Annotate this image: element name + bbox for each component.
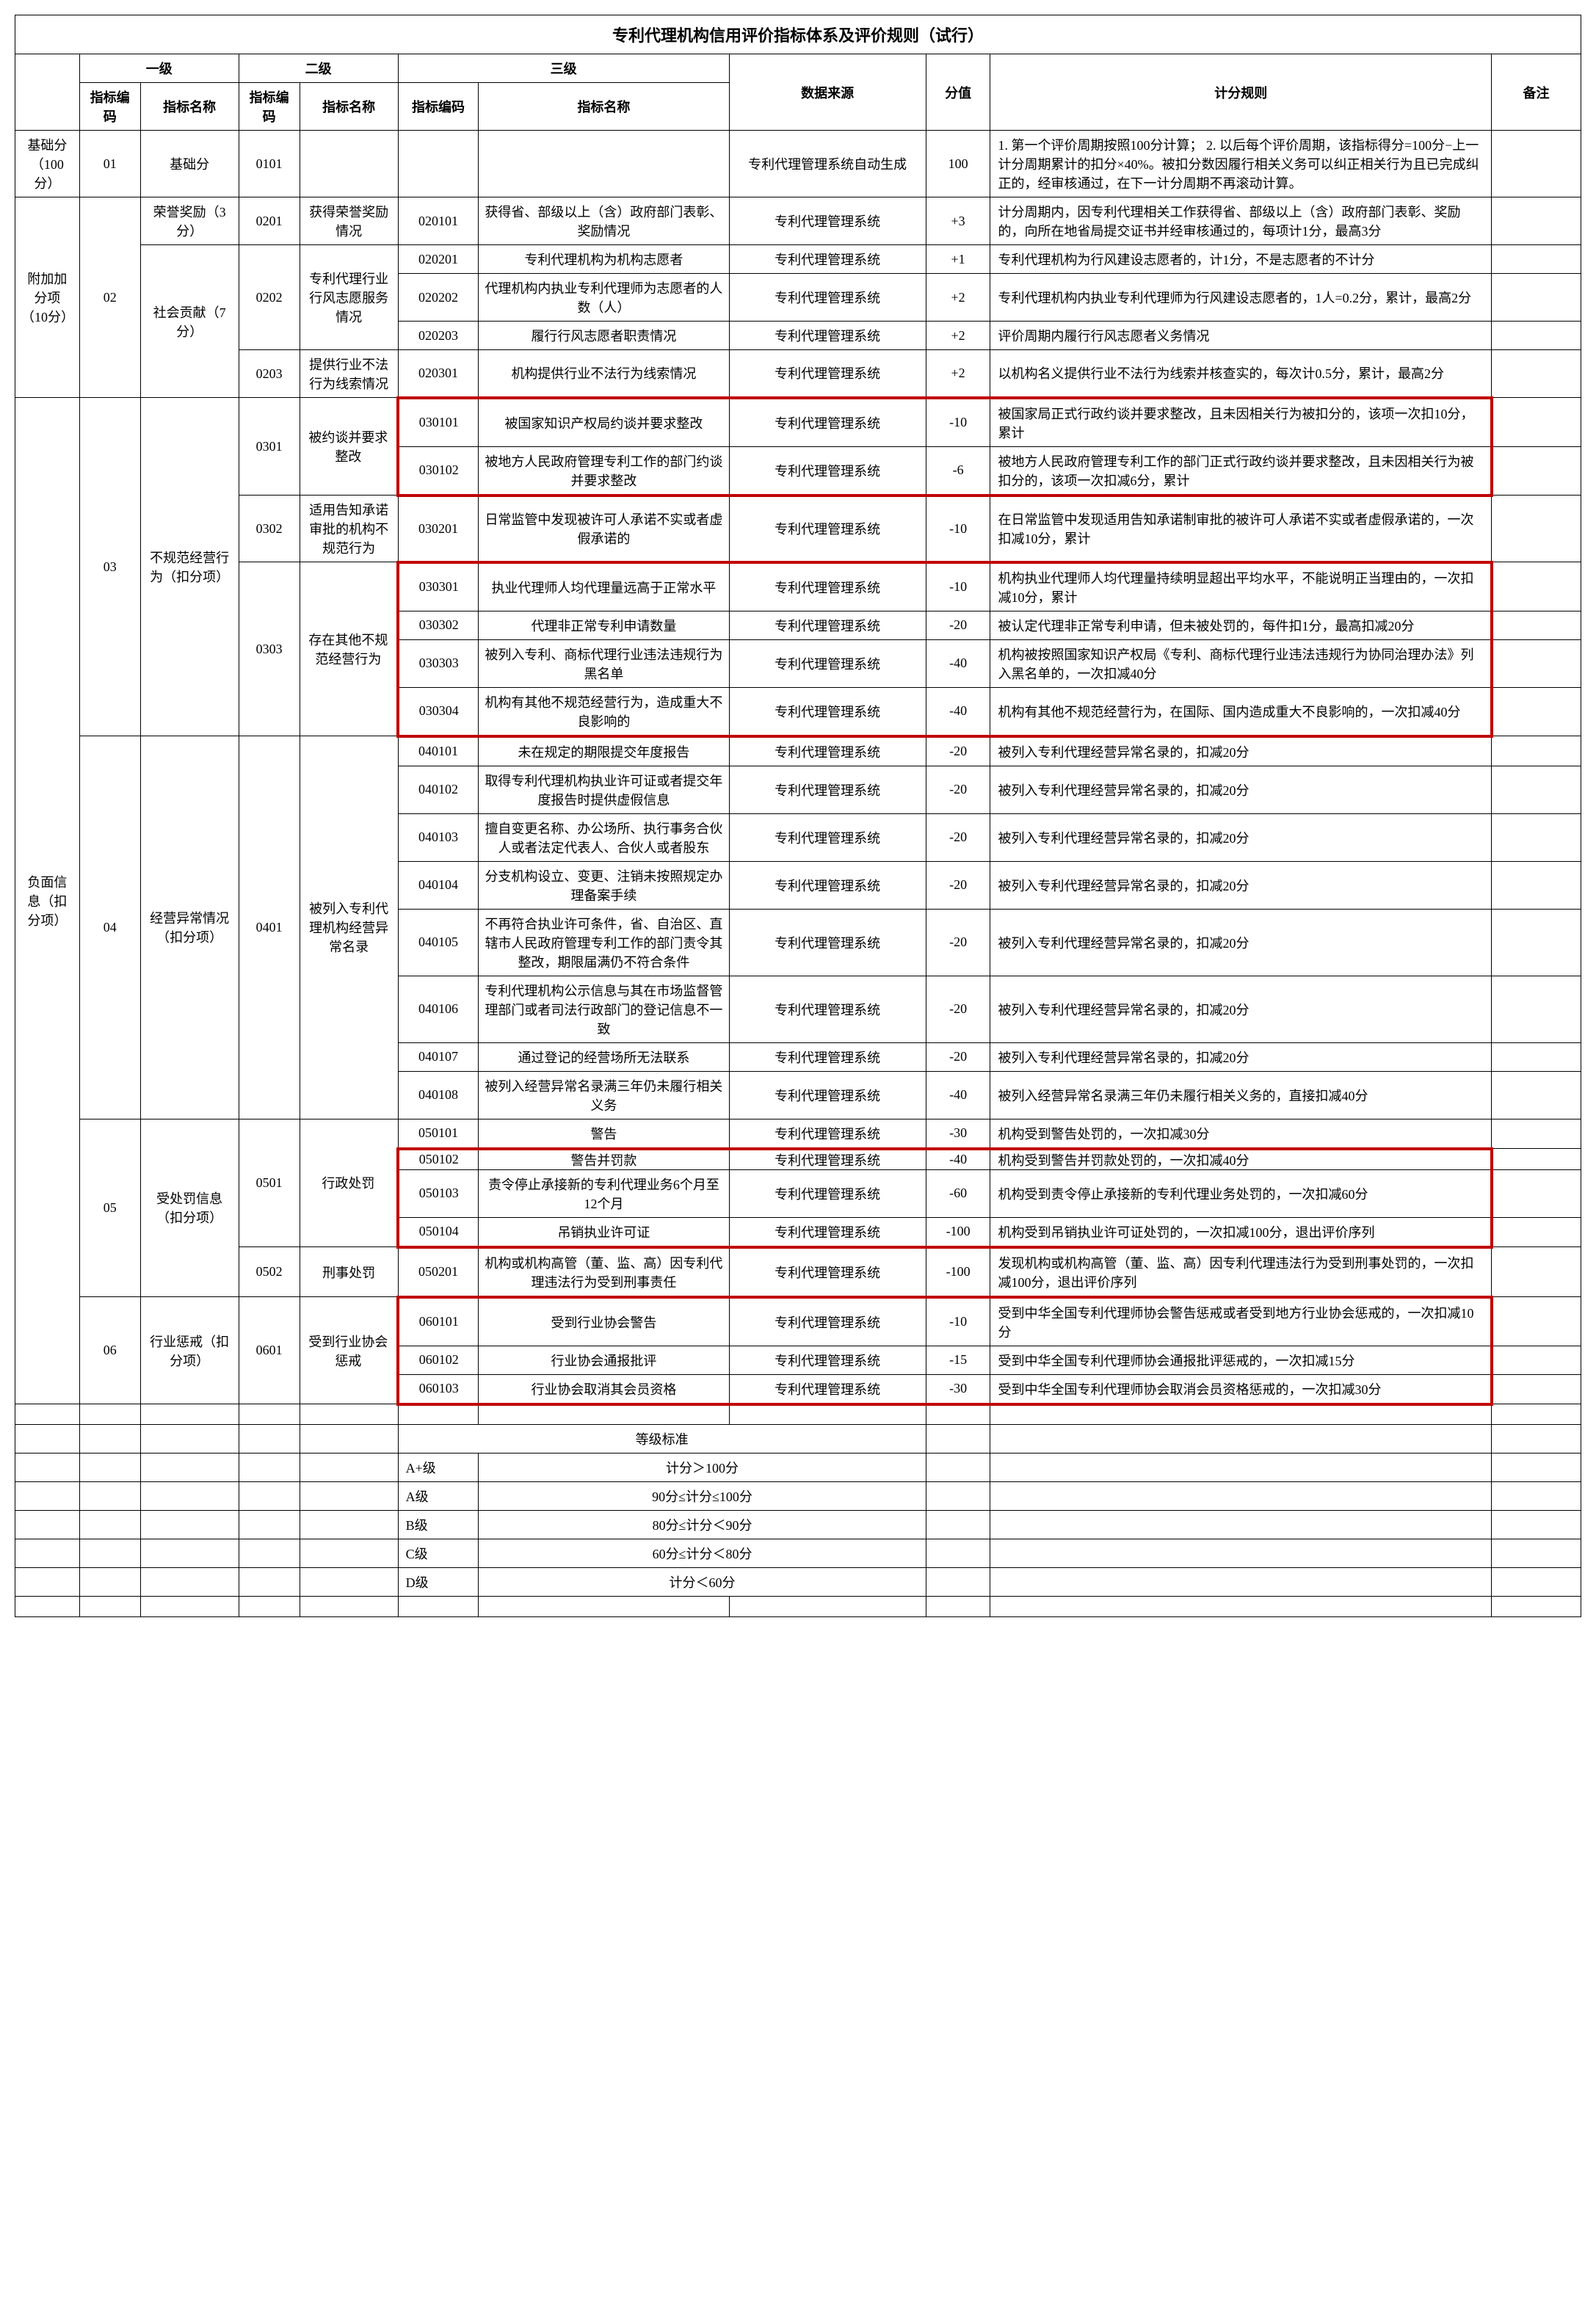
grade-criteria: 90分≤计分≤100分 [479, 1482, 926, 1511]
grade-header: 等级标准 [398, 1425, 926, 1454]
evaluation-table: 专利代理机构信用评价指标体系及评价规则（试行）一级二级三级数据来源分值计分规则备… [15, 15, 1581, 1617]
grade-level: B级 [398, 1511, 479, 1539]
grade-criteria: 60分≤计分＜80分 [479, 1539, 926, 1568]
grade-criteria: 计分＞100分 [479, 1454, 926, 1482]
section-bonus: 附加加分项（10分） [15, 197, 80, 398]
grade-level: D级 [398, 1568, 479, 1597]
section-base: 基础分（100分） [15, 131, 80, 197]
grade-level: A级 [398, 1482, 479, 1511]
section-negative: 负面信息（扣分项） [15, 398, 80, 1404]
table-title: 专利代理机构信用评价指标体系及评价规则（试行） [15, 15, 1581, 54]
grade-level: C级 [398, 1539, 479, 1568]
grade-criteria: 80分≤计分＜90分 [479, 1511, 926, 1539]
grade-level: A+级 [398, 1454, 479, 1482]
grade-criteria: 计分＜60分 [479, 1568, 926, 1597]
